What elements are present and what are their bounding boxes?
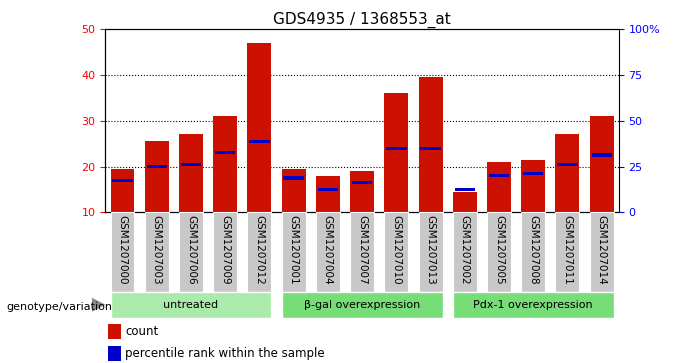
Bar bbox=[455, 188, 475, 191]
FancyBboxPatch shape bbox=[556, 212, 579, 292]
Bar bbox=[420, 147, 441, 150]
FancyBboxPatch shape bbox=[214, 212, 237, 292]
Text: GSM1207007: GSM1207007 bbox=[357, 215, 367, 284]
Bar bbox=[384, 93, 408, 212]
Bar bbox=[179, 134, 203, 212]
Bar bbox=[282, 169, 305, 212]
Text: Pdx-1 overexpression: Pdx-1 overexpression bbox=[473, 300, 593, 310]
Bar bbox=[147, 165, 167, 168]
FancyBboxPatch shape bbox=[111, 292, 271, 318]
FancyBboxPatch shape bbox=[419, 212, 443, 292]
FancyBboxPatch shape bbox=[316, 212, 340, 292]
FancyBboxPatch shape bbox=[111, 212, 135, 292]
Text: GSM1207005: GSM1207005 bbox=[494, 215, 504, 284]
FancyBboxPatch shape bbox=[179, 212, 203, 292]
FancyBboxPatch shape bbox=[522, 212, 545, 292]
FancyBboxPatch shape bbox=[248, 212, 271, 292]
Bar bbox=[489, 174, 509, 177]
Bar bbox=[316, 176, 340, 212]
Bar bbox=[350, 171, 374, 212]
Bar bbox=[108, 324, 121, 339]
Text: GSM1207014: GSM1207014 bbox=[596, 215, 607, 285]
Text: GSM1207009: GSM1207009 bbox=[220, 215, 231, 284]
Text: GSM1207001: GSM1207001 bbox=[288, 215, 299, 284]
Bar bbox=[145, 141, 169, 212]
Bar bbox=[181, 163, 201, 166]
Bar bbox=[590, 116, 613, 212]
Bar bbox=[556, 134, 579, 212]
Text: GSM1207010: GSM1207010 bbox=[391, 215, 401, 284]
Text: GSM1207013: GSM1207013 bbox=[426, 215, 436, 285]
Bar bbox=[487, 162, 511, 212]
FancyBboxPatch shape bbox=[453, 292, 613, 318]
Bar bbox=[250, 140, 269, 143]
Text: GSM1207006: GSM1207006 bbox=[186, 215, 196, 284]
Text: GSM1207008: GSM1207008 bbox=[528, 215, 539, 284]
FancyBboxPatch shape bbox=[145, 212, 169, 292]
FancyBboxPatch shape bbox=[453, 212, 477, 292]
Text: GSM1207012: GSM1207012 bbox=[254, 215, 265, 285]
Text: count: count bbox=[125, 325, 158, 338]
Text: β-gal overexpression: β-gal overexpression bbox=[304, 300, 420, 310]
Bar bbox=[453, 192, 477, 212]
Bar bbox=[386, 147, 407, 150]
Bar bbox=[352, 181, 372, 184]
Bar bbox=[248, 43, 271, 212]
Polygon shape bbox=[92, 298, 105, 312]
Bar bbox=[318, 188, 338, 191]
Bar bbox=[284, 176, 304, 180]
Bar bbox=[215, 151, 235, 154]
Title: GDS4935 / 1368553_at: GDS4935 / 1368553_at bbox=[273, 12, 451, 28]
Text: GSM1207004: GSM1207004 bbox=[323, 215, 333, 284]
Bar bbox=[214, 116, 237, 212]
Bar bbox=[592, 154, 612, 157]
Text: percentile rank within the sample: percentile rank within the sample bbox=[125, 347, 324, 360]
FancyBboxPatch shape bbox=[282, 292, 443, 318]
Bar bbox=[558, 163, 577, 166]
Bar bbox=[112, 179, 133, 182]
FancyBboxPatch shape bbox=[384, 212, 408, 292]
FancyBboxPatch shape bbox=[282, 212, 305, 292]
Bar bbox=[111, 169, 135, 212]
FancyBboxPatch shape bbox=[350, 212, 374, 292]
FancyBboxPatch shape bbox=[487, 212, 511, 292]
Text: genotype/variation: genotype/variation bbox=[7, 302, 113, 312]
FancyBboxPatch shape bbox=[590, 212, 613, 292]
Text: GSM1207011: GSM1207011 bbox=[562, 215, 573, 285]
Text: untreated: untreated bbox=[163, 300, 218, 310]
Bar bbox=[419, 77, 443, 212]
Bar bbox=[523, 172, 543, 175]
Bar bbox=[108, 346, 121, 361]
Text: GSM1207000: GSM1207000 bbox=[118, 215, 128, 284]
Bar bbox=[522, 160, 545, 212]
Text: GSM1207003: GSM1207003 bbox=[152, 215, 162, 284]
Text: GSM1207002: GSM1207002 bbox=[460, 215, 470, 284]
